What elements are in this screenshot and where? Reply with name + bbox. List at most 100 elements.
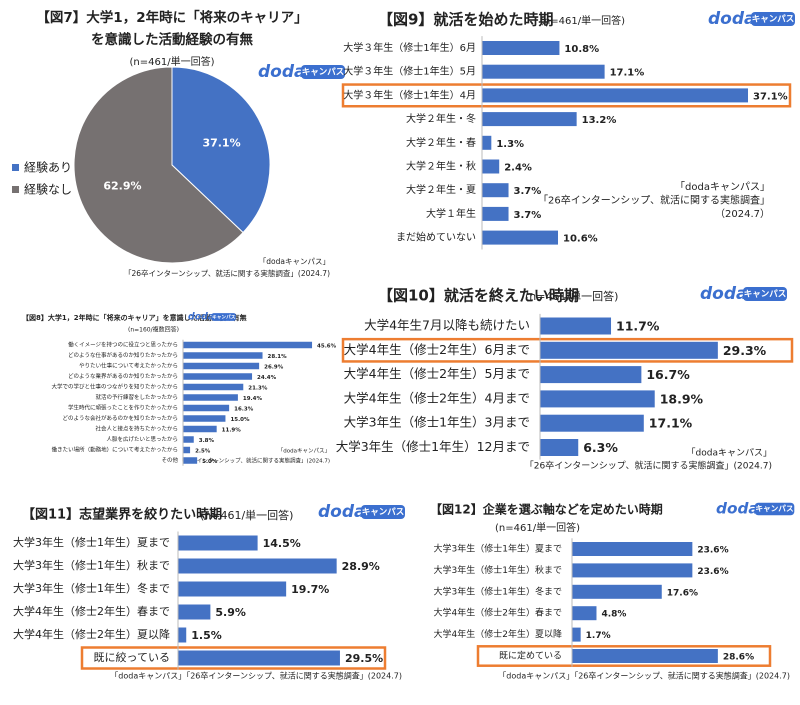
legend-swatch <box>12 186 19 193</box>
category-label: 大学２年生・春 <box>406 136 476 149</box>
bar <box>178 558 337 574</box>
logo-badge <box>301 65 345 79</box>
logo-text: doda <box>708 9 756 29</box>
category-label: 大学３年生（修士1年生）4月 <box>343 88 476 101</box>
logo-badge <box>361 505 405 519</box>
category-label: 大学３年生（修士1年生）5月 <box>343 65 476 78</box>
category-label: 大学3年生（修士1年生）夏まで <box>434 543 562 555</box>
data-label: 10.6% <box>563 234 598 245</box>
category-label: 就活の予行練習をしたかったから <box>95 393 178 401</box>
data-label: 15.0% <box>230 417 250 423</box>
category-label: 働きたい場所（勤務地）について考えたかったから <box>52 446 178 454</box>
source-note: 「dodaキャンパス」「26卒インターンシップ、就活に関する実態調査」(2024… <box>110 671 402 681</box>
category-label: 社会人と接点を持ちたかったから <box>95 425 178 433</box>
bar <box>178 604 211 620</box>
category-label: 大学4年生（修士2年生）6月まで <box>344 342 530 357</box>
category-label: 既に絞っている <box>94 650 170 664</box>
chart-subtitle: (n=461/単一回答) <box>495 521 580 534</box>
data-label: 3.7% <box>514 210 542 221</box>
data-label: 62.9% <box>103 179 141 192</box>
bar <box>540 390 655 408</box>
chart-subtitle: (n=461/単一回答) <box>540 14 625 27</box>
chart-title: 【図8】大学1，2年時に「将来のキャリア」を意識した活動経験の有無 <box>22 313 247 322</box>
category-label: 大学3年生（修士1年生）秋まで <box>13 558 170 572</box>
data-label: 17.1% <box>610 68 645 79</box>
data-label: 37.1% <box>202 137 240 150</box>
data-label: 16.7% <box>646 367 690 382</box>
chart-title: 【図7】大学1，2年時に「将来のキャリア」 <box>36 9 307 26</box>
bar <box>482 64 605 79</box>
legend-swatch <box>12 164 19 171</box>
bar <box>482 112 577 127</box>
category-label: どのような会社があるのかを知りたかったから <box>62 414 178 422</box>
logo-badge-text: キャンパス <box>752 14 795 25</box>
chart-title: を意識した活動経験の有無 <box>91 31 253 48</box>
logo-badge-text: キャンパス <box>362 507 405 518</box>
data-label: 29.3% <box>723 343 767 358</box>
data-label: 14.5% <box>263 537 301 550</box>
bar <box>183 362 260 370</box>
bar <box>540 414 644 432</box>
data-label: 28.9% <box>342 560 380 573</box>
category-label: 大学4年生（修士2年生）夏以降 <box>434 628 562 640</box>
bar <box>183 341 313 349</box>
category-label: 大学4年生（修士2年生）4月まで <box>344 390 530 405</box>
logo-badge-text: キャンパス <box>755 503 794 513</box>
pie-slice <box>171 66 271 234</box>
data-label: 1.7% <box>586 631 611 641</box>
legend-label: 経験あり <box>24 160 72 175</box>
logo-text: doda <box>700 284 748 304</box>
category-label: やりたい仕事について考えたかったから <box>79 362 178 370</box>
category-label: 既に定めている <box>499 650 562 662</box>
category-label: 大学3年生（修士1年生）12月まで <box>336 439 530 454</box>
source-note: （2024.7） <box>715 208 770 220</box>
data-label: 13.2% <box>582 115 617 126</box>
data-label: 18.9% <box>660 391 704 406</box>
chart-subtitle: (n=461/単一回答) <box>525 289 618 303</box>
category-label: 働くイメージを持つのに役立つと思ったから <box>68 341 178 349</box>
category-label: 大学3年生（修士1年生）秋まで <box>434 564 562 576</box>
data-label: 26.9% <box>264 365 284 371</box>
bar <box>183 446 191 454</box>
category-label: 大学4年生7月以降も続けたい <box>364 318 530 333</box>
data-label: 4.8% <box>601 610 626 620</box>
data-label: 37.1% <box>753 91 788 102</box>
chart-title: 【図11】志望業界を絞りたい時期 <box>22 507 222 523</box>
data-label: 29.5% <box>345 652 383 665</box>
bar <box>482 88 749 103</box>
category-label: 大学3年生（修士1年生）3月まで <box>344 415 530 430</box>
highlight-box <box>341 337 794 363</box>
source-note: 「dodaキャンパス」 <box>675 181 770 193</box>
logo-badge-text: キャンパス <box>744 289 787 300</box>
chart-title: 【図9】就活を始めた時期 <box>378 11 553 29</box>
category-label: 大学3年生（修士1年生）冬まで <box>13 581 170 595</box>
bar <box>183 415 226 422</box>
data-label: 5.0% <box>202 459 218 465</box>
data-label: 10.8% <box>564 44 599 55</box>
chart-title: 【図10】就活を終えたい時期 <box>378 287 579 305</box>
bar <box>482 206 509 221</box>
category-label: 大学３年生（修士1年生）6月 <box>343 41 476 54</box>
logo-text: doda <box>716 500 759 518</box>
bar <box>482 183 509 198</box>
data-label: 28.6% <box>723 653 754 663</box>
data-label: 5.9% <box>215 606 246 619</box>
data-label: 3.7% <box>514 186 542 197</box>
data-label: 6.3% <box>583 440 618 455</box>
logo-badge-text: キャンパス <box>212 314 236 321</box>
bar <box>178 581 287 597</box>
data-label: 1.5% <box>191 629 222 642</box>
data-label: 11.9% <box>222 428 242 434</box>
bar <box>178 535 258 551</box>
logo-badge <box>751 12 795 26</box>
logo-text: doda <box>258 62 306 82</box>
logo-badge <box>743 287 787 301</box>
data-label: 45.6% <box>317 344 337 350</box>
bar <box>183 373 253 380</box>
bar <box>482 41 560 55</box>
category-label: 大学２年生・冬 <box>406 112 476 125</box>
data-label: 28.1% <box>268 354 288 360</box>
category-label: 大学3年生（修士1年生）夏まで <box>13 535 170 549</box>
legend-label: 経験なし <box>24 182 72 197</box>
